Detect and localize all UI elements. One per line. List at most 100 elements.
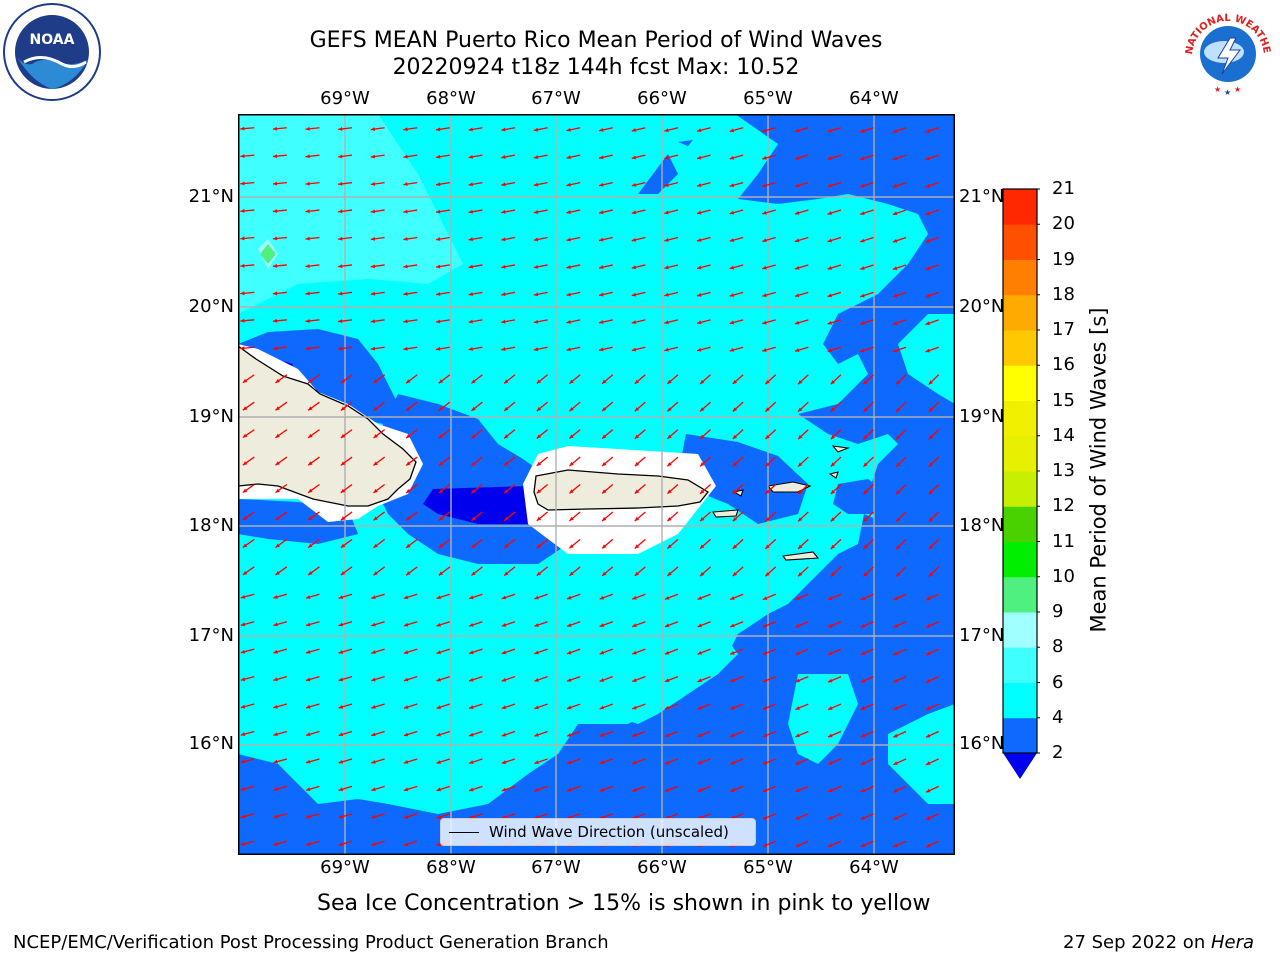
wave-direction-arrowhead — [795, 678, 800, 683]
wave-direction-arrowhead — [468, 237, 473, 242]
wave-direction-arrowhead — [795, 815, 800, 820]
top-lon-label: 67°W — [531, 88, 581, 109]
wave-direction-arrowhead — [403, 182, 408, 187]
wave-direction-arrowhead — [338, 319, 343, 323]
colorbar-tick-label: 16 — [1052, 354, 1075, 376]
wave-direction-arrowhead — [370, 182, 376, 186]
wave-direction-arrowhead — [436, 595, 441, 600]
wave-direction-arrowhead — [371, 677, 376, 682]
wave-direction-arrowhead — [700, 407, 705, 412]
wave-direction-arrowhead — [860, 293, 865, 298]
wave-direction-arrowhead — [504, 516, 509, 521]
wave-direction-arrowhead — [697, 183, 702, 188]
wave-direction-arrowhead — [896, 435, 901, 440]
wave-direction-arrowhead — [373, 488, 378, 493]
bottom-lon-label: 67°W — [531, 857, 581, 878]
wave-direction-arrowhead — [732, 379, 738, 385]
wave-direction-arrowhead — [830, 572, 836, 577]
colorbar-tick-label: 10 — [1052, 565, 1075, 587]
wave-direction-arrowhead — [700, 434, 705, 439]
wave-direction-arrowhead — [599, 347, 604, 352]
wave-direction-arrowhead — [471, 406, 476, 411]
wave-direction-arrowhead — [308, 571, 313, 576]
colorbar-band — [1003, 682, 1037, 719]
wave-direction-arrowhead — [471, 434, 476, 439]
wave-direction-arrowhead — [667, 379, 672, 384]
wave-direction-arrowhead — [599, 623, 605, 627]
wave-direction-arrowhead — [697, 238, 702, 242]
wave-direction-arrowhead — [240, 263, 245, 268]
wave-direction-arrowhead — [566, 347, 571, 352]
wind-wave-direction-arrows — [240, 126, 940, 848]
wave-direction-arrowhead — [471, 379, 476, 384]
wave-direction-arrowhead — [827, 211, 833, 215]
wave-direction-arrowhead — [371, 787, 376, 792]
wave-direction-arrowhead — [533, 292, 539, 297]
wave-direction-arrowhead — [896, 517, 901, 522]
wave-direction-arrowhead — [827, 293, 833, 298]
wave-direction-arrowhead — [860, 651, 866, 655]
footer-branch: NCEP/EMC/Verification Post Processing Pr… — [13, 932, 609, 953]
wave-direction-arrowhead — [798, 572, 803, 577]
wave-direction-arrowhead — [273, 704, 278, 709]
wave-direction-arrowhead — [762, 788, 768, 792]
wave-direction-arrowhead — [863, 544, 868, 550]
wave-direction-arrowhead — [599, 127, 604, 132]
wave-direction-arrowhead — [340, 379, 346, 384]
wave-direction-arrowhead — [338, 126, 343, 131]
wave-direction-arrowhead — [700, 571, 705, 577]
wave-direction-arrowhead — [469, 705, 474, 710]
wave-direction-arrowhead — [306, 842, 311, 846]
wave-direction-arrowhead — [240, 208, 245, 213]
wave-direction-arrowhead — [306, 650, 311, 654]
colorbar-band — [1003, 294, 1037, 331]
wave-direction-arrowhead — [438, 489, 444, 494]
wave-direction-arrowhead — [860, 183, 865, 188]
wave-direction-arrowhead — [794, 183, 800, 188]
wave-direction-arrowhead — [273, 622, 278, 627]
wave-direction-arrowhead — [925, 678, 931, 683]
wave-direction-arrowhead — [664, 623, 670, 628]
wave-direction-arrowhead — [567, 595, 572, 600]
wave-direction-arrowhead — [371, 705, 376, 709]
wave-direction-arrowhead — [925, 733, 931, 738]
wave-direction-arrowhead — [403, 705, 409, 709]
map-title: GEFS MEAN Puerto Rico Mean Period of Win… — [309, 28, 883, 53]
wave-direction-arrowhead — [893, 596, 898, 601]
wave-direction-arrowhead — [599, 650, 605, 655]
wave-direction-arrowhead — [925, 624, 931, 628]
wave-direction-arrowhead — [338, 677, 344, 682]
wave-direction-arrowhead — [925, 843, 931, 848]
wave-direction-arrowhead — [860, 156, 865, 161]
wave-direction-arrowhead — [403, 264, 408, 269]
wave-direction-arrowhead — [729, 183, 735, 188]
wave-direction-arrowhead — [403, 237, 408, 241]
wave-direction-arrowhead — [436, 732, 441, 737]
colorbar-tick-label: 17 — [1052, 319, 1075, 340]
wave-direction-arrowhead — [729, 320, 735, 325]
wave-direction-arrowhead — [925, 788, 931, 793]
wave-direction-arrowhead — [566, 265, 571, 269]
wave-direction-arrowhead — [340, 461, 346, 466]
wave-direction-arrowhead — [925, 761, 931, 765]
wave-direction-arrowhead — [501, 347, 506, 352]
wave-direction-arrowhead — [403, 650, 409, 654]
wave-direction-arrowhead — [370, 319, 376, 324]
wave-direction-arrowhead — [827, 128, 833, 133]
wave-direction-arrowhead — [468, 319, 473, 324]
wave-direction-arrowhead — [860, 816, 866, 820]
wave-direction-arrowhead — [762, 623, 768, 628]
wave-direction-arrowhead — [762, 678, 768, 683]
footer-date-text: 27 Sep 2022 on — [1063, 932, 1211, 953]
colorbar-band — [1003, 471, 1037, 507]
wave-direction-arrowhead — [469, 677, 474, 682]
wave-direction-arrowhead — [795, 623, 800, 628]
period-zone-6-8 — [238, 114, 463, 314]
wave-direction-arrowhead — [308, 406, 313, 411]
wave-direction-arrowhead — [632, 788, 637, 792]
colorbar-tick-label: 21 — [1052, 178, 1075, 199]
wave-direction-arrowhead — [501, 815, 507, 819]
wave-direction-arrowhead — [436, 264, 441, 269]
wave-direction-arrowhead — [566, 210, 571, 215]
wave-direction-arrowhead — [765, 434, 770, 440]
